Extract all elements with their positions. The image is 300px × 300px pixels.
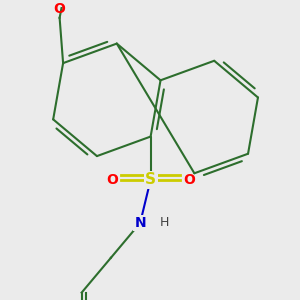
Text: S: S bbox=[145, 172, 156, 187]
Text: N: N bbox=[134, 216, 146, 230]
Text: O: O bbox=[183, 173, 195, 187]
Text: H: H bbox=[160, 216, 169, 230]
Text: O: O bbox=[106, 173, 118, 187]
Text: O: O bbox=[54, 2, 66, 16]
